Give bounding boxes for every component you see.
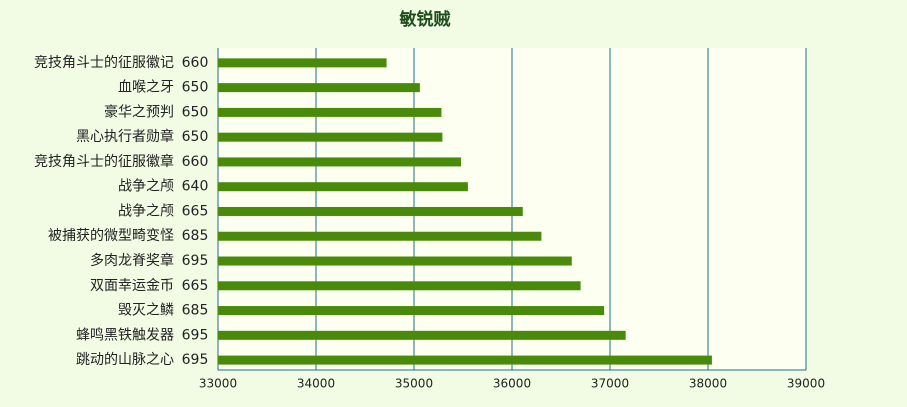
y-tick-label: 战争之颅 [118,179,174,195]
item-level: 695 [182,352,209,368]
item-level: 685 [182,303,209,319]
x-tick-label: 33000 [199,377,237,391]
bar [218,132,443,142]
item-level: 685 [182,228,209,244]
y-tick-label: 竞技角斗士的征服徽章 [34,153,174,170]
bar [218,182,468,192]
x-tick-label: 34000 [297,377,335,391]
bar [218,355,712,365]
bar [218,206,523,216]
x-tick-label: 37000 [591,377,629,391]
y-tick-label: 竞技角斗士的征服徽记 [34,54,174,71]
y-tick-label: 豪华之预判 [104,104,174,120]
item-level: 650 [182,129,209,145]
y-tick-label: 毁灭之鳞 [118,303,174,319]
y-tick-label: 双面幸运金币 [90,278,174,294]
item-level: 665 [182,278,209,294]
x-tick-label: 35000 [395,377,433,391]
bar [218,306,605,316]
y-tick-label: 跳动的山脉之心 [76,352,174,368]
x-tick-label: 38000 [689,377,727,391]
item-level: 660 [182,154,209,170]
y-tick-label: 蜂鸣黑铁触发器 [76,326,174,343]
bar [218,256,572,266]
bar [218,281,581,291]
item-level: 640 [182,179,209,195]
bar [218,58,387,68]
y-tick-label: 被捕获的微型畸变怪 [48,228,174,244]
item-level: 665 [182,203,209,219]
y-tick-label: 多肉龙脊奖章 [90,252,174,269]
y-tick-label: 黑心执行者勋章 [76,128,174,145]
bar [218,157,462,167]
bar [218,107,442,117]
item-level: 695 [182,327,209,343]
bar [218,330,626,340]
bar [218,231,542,241]
x-tick-label: 36000 [493,377,531,391]
x-tick-label: 39000 [787,377,825,391]
item-level: 660 [182,55,209,71]
item-level: 650 [182,104,209,120]
item-level: 650 [182,80,209,96]
bar [218,83,420,93]
y-tick-label: 战争之颅 [118,203,174,219]
item-level: 695 [182,253,209,269]
chart-title: 敏锐贼 [399,9,451,30]
y-tick-label: 血喉之牙 [118,80,174,96]
